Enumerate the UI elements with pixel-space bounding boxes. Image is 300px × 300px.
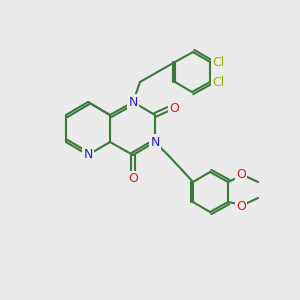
- Text: O: O: [236, 200, 246, 212]
- Text: N: N: [128, 95, 138, 109]
- Text: O: O: [236, 167, 246, 181]
- Text: N: N: [150, 136, 160, 148]
- Text: Cl: Cl: [212, 76, 224, 88]
- Text: O: O: [128, 172, 138, 185]
- Text: N: N: [83, 148, 93, 161]
- Text: Cl: Cl: [212, 56, 224, 68]
- Text: O: O: [169, 103, 179, 116]
